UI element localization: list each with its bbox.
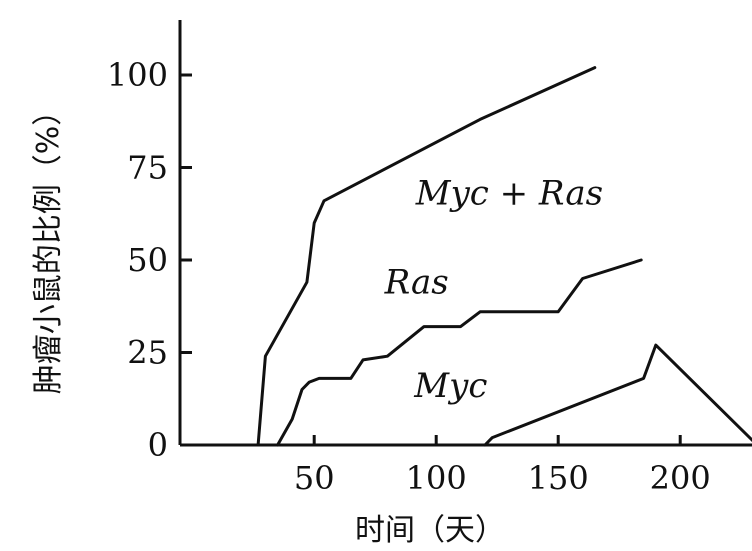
x-tick-label: 50 [294, 459, 335, 497]
y-axis-title: 肿瘤小鼠的比例（%） [31, 96, 66, 395]
y-ticks: 0 25 50 75 100 [107, 56, 192, 464]
x-axis-title: 时间（天） [355, 513, 505, 548]
series-lines [190, 66, 752, 447]
series-line-1 [276, 258, 643, 447]
series-label-1: Ras [384, 262, 449, 302]
y-tick-label: 25 [127, 334, 168, 372]
series-label-2: Myc [413, 366, 487, 406]
series-labels: Myc + Ras Ras Myc [384, 174, 603, 406]
series-line-0 [190, 66, 597, 447]
y-tick-label: 75 [127, 149, 168, 187]
axes [178, 20, 752, 447]
y-tick-label: 100 [107, 56, 168, 94]
series-label-0: Myc + Ras [415, 174, 603, 214]
y-tick-label: 50 [127, 241, 168, 279]
series-line-2 [483, 343, 752, 447]
x-tick-label: 150 [528, 459, 589, 497]
y-tick-label: 0 [148, 426, 168, 464]
x-ticks: 50 100 150 200 [294, 435, 711, 497]
x-tick-label: 200 [650, 459, 711, 497]
x-tick-label: 100 [406, 459, 467, 497]
